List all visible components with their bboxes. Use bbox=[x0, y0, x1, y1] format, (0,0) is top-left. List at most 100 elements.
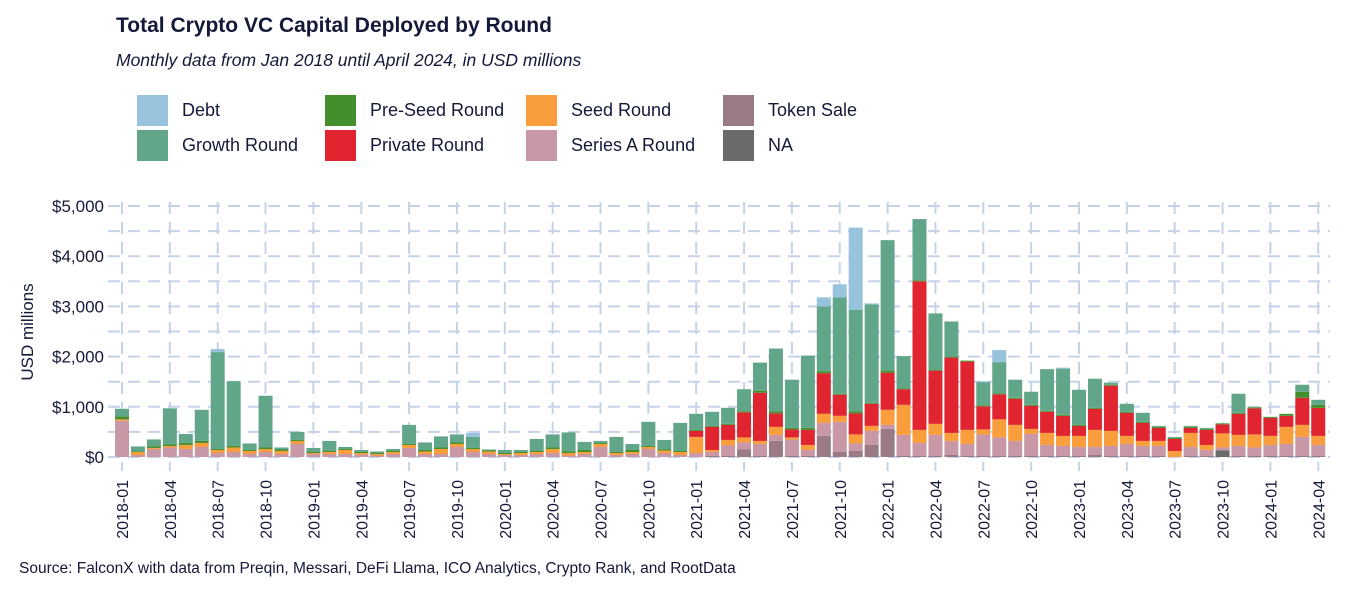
bar-segment-private-round bbox=[753, 392, 767, 441]
bar-segment-seed-round bbox=[481, 451, 496, 454]
legend-item-debt: Debt bbox=[137, 94, 220, 126]
x-tick-label: 2019-07 bbox=[402, 480, 419, 539]
bar-segment-pre-seed-round bbox=[864, 402, 879, 404]
legend-label: Token Sale bbox=[768, 99, 858, 120]
bar-segment-seed-round bbox=[1279, 426, 1294, 444]
bar-segment-growth-round bbox=[130, 446, 145, 452]
bar-segment-private-round bbox=[1151, 427, 1166, 441]
bar-stack-2022-04 bbox=[928, 313, 943, 457]
bar-segment-seed-round bbox=[290, 440, 305, 444]
bar-segment-token-sale bbox=[848, 450, 863, 457]
bar-segment-growth-round bbox=[449, 434, 464, 443]
bar-segment-growth-round bbox=[1072, 389, 1086, 425]
bar-segment-private-round bbox=[1199, 429, 1214, 445]
bar-segment-seed-round bbox=[1263, 435, 1278, 445]
bar-stack-2023-11 bbox=[1231, 393, 1246, 457]
bar-stack-2020-07 bbox=[593, 440, 608, 457]
bar-stack-2023-10 bbox=[1215, 423, 1230, 457]
bar-stack-2023-09 bbox=[1199, 427, 1214, 457]
legend-swatch bbox=[325, 129, 356, 161]
bar-segment-growth-round bbox=[561, 432, 576, 452]
bar-segment-series-a-round bbox=[721, 445, 736, 456]
bar-segment-private-round bbox=[896, 389, 911, 405]
bar-segment-pre-seed-round bbox=[115, 416, 129, 420]
bar-segment-series-a-round bbox=[1215, 447, 1230, 451]
bar-stack-2022-07 bbox=[976, 381, 991, 457]
bar-segment-token-sale bbox=[1295, 455, 1310, 457]
bar-stack-2022-10 bbox=[1024, 391, 1039, 457]
bar-segment-series-a-round bbox=[1008, 440, 1023, 456]
bar-segment-series-a-round bbox=[928, 434, 943, 456]
bar-segment-series-a-round bbox=[290, 443, 305, 457]
bar-stack-2023-02 bbox=[1087, 378, 1102, 457]
bar-segment-pre-seed-round bbox=[434, 447, 448, 449]
bar-segment-series-a-round bbox=[545, 452, 560, 457]
bar-stack-2020-09 bbox=[625, 443, 640, 457]
bar-segment-pre-seed-round bbox=[481, 450, 496, 452]
bar-segment-seed-round bbox=[928, 423, 943, 435]
bar-stack-2018-02 bbox=[130, 446, 145, 457]
bar-segment-token-sale bbox=[1103, 455, 1118, 457]
bar-segment-pre-seed-round bbox=[1040, 410, 1055, 412]
bar-segment-token-sale bbox=[800, 455, 815, 457]
bar-segment-pre-seed-round bbox=[1072, 424, 1086, 426]
x-tick-label: 2021-04 bbox=[737, 480, 754, 539]
bar-segment-token-sale bbox=[1008, 455, 1023, 457]
bar-segment-series-a-round bbox=[896, 434, 911, 456]
bar-segment-pre-seed-round bbox=[258, 447, 273, 449]
bar-segment-pre-seed-round bbox=[944, 356, 959, 358]
x-tick-label: 2021-01 bbox=[689, 480, 706, 539]
bar-segment-series-a-round bbox=[274, 453, 289, 457]
bar-segment-seed-round bbox=[1024, 428, 1039, 434]
bar-segment-growth-round bbox=[274, 447, 289, 450]
bar-segment-pre-seed-round bbox=[210, 448, 225, 450]
bar-stack-2018-10 bbox=[258, 395, 273, 457]
bar-stack-2018-06 bbox=[194, 409, 209, 457]
x-tick-label: 2019-04 bbox=[354, 480, 371, 539]
bar-segment-series-a-round bbox=[753, 443, 767, 456]
bar-segment-token-sale bbox=[1183, 455, 1198, 457]
x-tick-label: 2019-01 bbox=[306, 480, 323, 539]
bar-segment-series-a-round bbox=[1072, 446, 1086, 456]
bar-segment-token-sale bbox=[1072, 455, 1086, 457]
bar-segment-seed-round bbox=[194, 442, 209, 447]
bar-stack-2023-08 bbox=[1183, 425, 1198, 457]
bar-segment-debt bbox=[992, 350, 1007, 363]
bar-stack-2020-12 bbox=[673, 422, 688, 457]
bar-stack-2020-04 bbox=[545, 434, 560, 457]
bar-segment-token-sale bbox=[816, 435, 831, 457]
bar-stack-2024-02 bbox=[1279, 413, 1294, 457]
x-tick-label: 2022-07 bbox=[976, 480, 993, 539]
x-tick-label: 2020-04 bbox=[546, 480, 563, 539]
bar-segment-growth-round bbox=[721, 407, 736, 424]
bar-segment-pre-seed-round bbox=[673, 450, 688, 452]
bar-stack-2021-10 bbox=[832, 284, 847, 457]
bar-segment-na bbox=[1215, 450, 1230, 457]
bar-stack-2024-04 bbox=[1311, 399, 1326, 457]
bar-segment-seed-round bbox=[1167, 450, 1182, 457]
bar-segment-pre-seed-round bbox=[274, 449, 289, 451]
bar-stack-2019-07 bbox=[402, 424, 417, 457]
bar-stack-2020-10 bbox=[641, 421, 656, 457]
bar-segment-series-a-round bbox=[322, 453, 337, 457]
bar-segment-series-a-round bbox=[737, 442, 752, 450]
bar-segment-seed-round bbox=[896, 404, 911, 435]
bar-segment-private-round bbox=[1279, 415, 1294, 427]
bar-stack-2022-06 bbox=[960, 360, 975, 457]
bar-segment-series-a-round bbox=[1119, 443, 1134, 456]
bar-segment-series-a-round bbox=[1087, 446, 1102, 455]
bar-segment-pre-seed-round bbox=[226, 445, 241, 448]
bar-segment-growth-round bbox=[513, 449, 528, 452]
bar-segment-seed-round bbox=[657, 450, 672, 453]
bar-segment-debt bbox=[465, 432, 480, 437]
bar-segment-seed-round bbox=[226, 447, 241, 452]
bar-segment-pre-seed-round bbox=[1311, 404, 1326, 408]
bar-segment-private-round bbox=[1024, 405, 1039, 429]
bar-segment-series-a-round bbox=[162, 447, 177, 457]
bar-segment-pre-seed-round bbox=[1056, 414, 1071, 416]
bar-segment-growth-round bbox=[545, 434, 560, 448]
bar-stack-2019-12 bbox=[481, 449, 496, 457]
bar-stack-2018-07 bbox=[210, 349, 225, 457]
bar-stack-2020-02 bbox=[513, 449, 528, 457]
bar-segment-growth-round bbox=[402, 424, 417, 444]
